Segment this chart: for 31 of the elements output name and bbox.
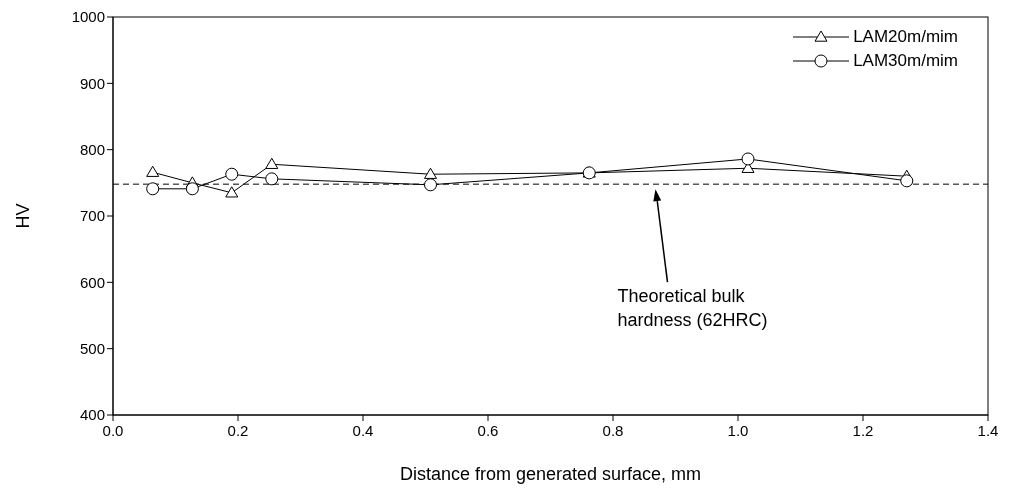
point: [225, 186, 239, 198]
legend-label: LAM30m/mim: [853, 51, 958, 71]
y-tick-label: 700: [79, 207, 105, 225]
point: [146, 165, 160, 177]
y-tick-label: 400: [79, 406, 105, 424]
y-tick-label: 500: [79, 339, 105, 357]
point: [424, 167, 437, 179]
point: [424, 178, 437, 192]
point: [741, 152, 755, 166]
point: [900, 174, 914, 188]
x-tick-label: 0.4: [352, 421, 374, 439]
x-tick-label: 1.0: [727, 421, 749, 439]
x-tick-label: 0.2: [227, 421, 249, 439]
y-tick-label: 600: [79, 273, 105, 291]
y-tick-label: 1000: [71, 8, 105, 26]
x-tick-label: 0.0: [102, 421, 124, 439]
y-axis-title: HV: [13, 203, 34, 229]
x-tick-label: 1.4: [977, 421, 999, 439]
point: [265, 172, 279, 186]
point: [185, 182, 199, 196]
x-axis-title: Distance from generated surface, mm: [399, 464, 702, 484]
y-tick-label: 900: [79, 74, 105, 92]
point: [265, 157, 279, 169]
point: [225, 167, 239, 181]
x-tick-label: 0.6: [477, 421, 499, 439]
x-tick-label: 0.8: [602, 421, 624, 439]
annotation: Theoretical bulk hardness (62HRC): [617, 286, 768, 331]
legend-label: LAM20m/mim: [853, 27, 958, 47]
point: [146, 182, 160, 196]
y-tick-label: 800: [79, 140, 105, 158]
x-tick-label: 1.2: [852, 421, 874, 439]
